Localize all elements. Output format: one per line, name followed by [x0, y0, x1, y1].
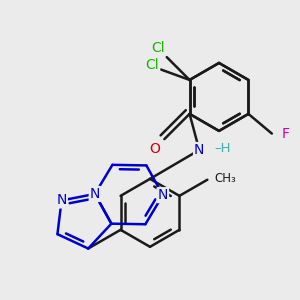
Text: Cl: Cl [146, 58, 159, 72]
Text: CH₃: CH₃ [215, 172, 236, 185]
Text: –H: –H [214, 142, 231, 155]
Text: F: F [282, 127, 290, 141]
Text: N: N [90, 187, 100, 201]
Text: O: O [149, 142, 160, 156]
Text: N: N [56, 194, 67, 207]
Text: Cl: Cl [151, 41, 165, 55]
Text: N: N [158, 188, 168, 202]
Text: N: N [194, 143, 204, 157]
